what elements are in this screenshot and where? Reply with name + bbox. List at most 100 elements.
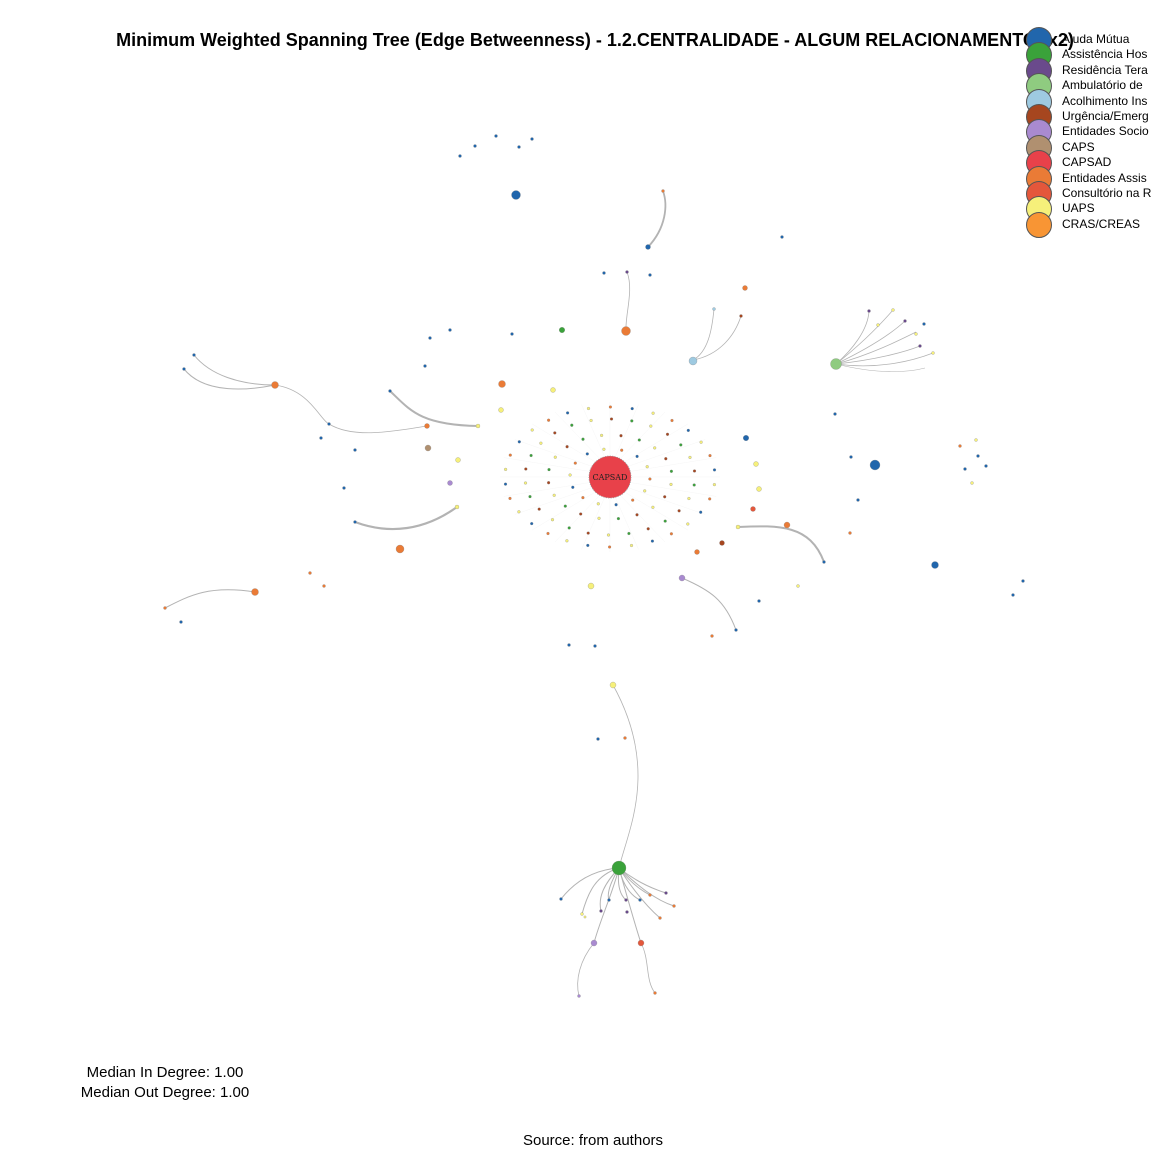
network-node	[566, 411, 570, 415]
network-node	[424, 444, 432, 452]
network-node	[669, 469, 673, 473]
network-node	[734, 628, 738, 632]
network-node	[646, 527, 650, 531]
network-node	[739, 314, 743, 318]
network-node	[635, 513, 639, 517]
network-node	[661, 189, 665, 193]
network-node	[645, 465, 649, 469]
nodes-layer	[163, 134, 1025, 998]
network-node	[547, 481, 551, 485]
network-node	[596, 502, 600, 506]
network-node	[783, 521, 791, 529]
network-edge	[560, 867, 620, 900]
legend-label: Ambulatório de	[1062, 78, 1143, 93]
network-node	[757, 599, 761, 603]
network-node	[539, 441, 543, 445]
network-node	[672, 904, 676, 908]
network-node	[653, 446, 657, 450]
network-node	[353, 520, 357, 524]
network-node	[631, 498, 635, 502]
network-node	[503, 482, 508, 486]
network-edge	[593, 867, 620, 944]
network-node	[970, 481, 974, 485]
network-node	[423, 364, 427, 368]
network-node	[645, 244, 651, 250]
network-node	[163, 606, 167, 610]
network-node	[517, 145, 521, 149]
network-node	[573, 461, 577, 465]
network-node	[692, 469, 697, 473]
network-node	[624, 898, 628, 902]
network-node	[454, 504, 460, 510]
network-edge	[631, 457, 717, 472]
legend-label: Entidades Assis	[1062, 170, 1147, 185]
network-node	[692, 483, 696, 487]
network-node	[599, 909, 603, 913]
network-node	[649, 424, 653, 428]
network-node	[587, 582, 595, 590]
network-edge	[692, 308, 715, 361]
network-edge	[514, 487, 591, 515]
network-node	[563, 504, 567, 508]
network-edge	[737, 525, 825, 563]
network-node	[559, 897, 563, 901]
network-edge	[681, 577, 737, 631]
network-edge	[514, 439, 591, 467]
network-node	[448, 328, 452, 332]
network-node	[179, 620, 183, 624]
network-node	[1021, 579, 1025, 583]
network-node	[607, 898, 611, 902]
network-node	[616, 517, 620, 521]
network-node	[635, 454, 639, 458]
network-node	[1011, 593, 1015, 597]
network-node	[322, 584, 326, 588]
network-node	[498, 380, 506, 388]
network-node	[922, 322, 926, 326]
network-edge	[389, 390, 479, 427]
network-node	[517, 440, 521, 444]
network-node	[565, 539, 569, 543]
network-node	[251, 588, 259, 596]
network-edge	[328, 423, 428, 434]
network-node	[756, 486, 762, 492]
network-node	[475, 423, 481, 429]
network-node	[473, 144, 477, 148]
network-node	[550, 387, 556, 393]
network-node	[570, 423, 574, 427]
legend-swatch	[1026, 211, 1052, 238]
network-node	[271, 381, 279, 389]
legend-label: Urgência/Emerg	[1062, 108, 1149, 123]
network-node	[918, 344, 922, 348]
degree-stats: Median In Degree: 1.00 Median Out Degree…	[60, 1063, 270, 1103]
network-node	[523, 481, 528, 485]
legend-label: Ajuda Mútua	[1062, 32, 1130, 46]
network-edge	[835, 331, 917, 365]
network-node	[623, 736, 627, 740]
network-node	[796, 584, 800, 588]
network-node	[637, 939, 645, 947]
network-edge	[274, 384, 330, 425]
chart-title: Minimum Weighted Spanning Tree (Edge Bet…	[116, 30, 1074, 50]
network-node	[567, 643, 571, 647]
capsad-hub-node: CAPSAD	[588, 455, 632, 499]
network-node	[699, 440, 703, 444]
network-node	[699, 510, 703, 514]
network-edge	[629, 439, 706, 467]
network-node	[663, 495, 667, 499]
network-edge	[835, 363, 926, 372]
legend-label: Assistência Hos	[1062, 47, 1148, 62]
network-node	[688, 455, 692, 459]
network-node	[625, 910, 629, 914]
network-node	[600, 433, 604, 437]
network-edge	[620, 411, 666, 459]
network-node	[353, 448, 357, 452]
network-node	[586, 406, 591, 411]
network-edge	[612, 684, 639, 869]
network-node	[625, 270, 629, 274]
network-node	[694, 549, 700, 555]
network-edge	[532, 423, 595, 462]
network-node	[524, 467, 528, 471]
network-node	[530, 522, 534, 526]
network-node	[664, 891, 668, 895]
network-edge	[532, 492, 595, 531]
